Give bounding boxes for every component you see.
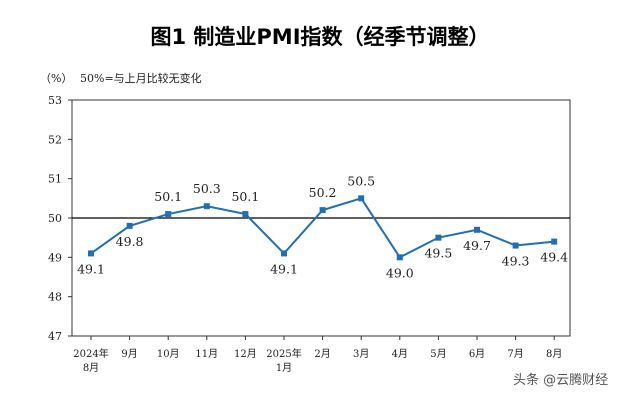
data-point-marker bbox=[88, 250, 94, 257]
x-tick-label: 7月 bbox=[507, 348, 523, 360]
y-tick-label: 48 bbox=[48, 291, 62, 304]
data-point-marker bbox=[203, 203, 210, 210]
data-label: 50.5 bbox=[347, 173, 375, 188]
data-label: 49.1 bbox=[270, 261, 298, 276]
data-label: 49.3 bbox=[502, 254, 530, 269]
y-tick-label: 50 bbox=[48, 212, 62, 225]
data-point-marker bbox=[165, 211, 172, 218]
data-point-marker bbox=[281, 250, 287, 257]
x-tick-label: 11月 bbox=[195, 348, 218, 360]
data-label: 50.1 bbox=[231, 189, 259, 204]
y-tick-label: 47 bbox=[48, 330, 62, 343]
x-tick-label: 8月 bbox=[83, 362, 99, 374]
data-point-marker bbox=[474, 226, 480, 233]
x-tick-label: 2025年 bbox=[266, 347, 301, 360]
data-label: 50.3 bbox=[193, 181, 221, 196]
data-label: 50.2 bbox=[309, 185, 337, 200]
baseline-note: 50%=与上月比较无变化 bbox=[80, 71, 202, 85]
data-label: 49.5 bbox=[424, 246, 452, 261]
data-labels: 49.1 49.8 50.1 50.3 50.1 49.1 50.2 50.5 49.0 49.5… bbox=[77, 173, 568, 280]
x-tick-label: 3月 bbox=[353, 348, 369, 360]
x-tick-label: 10月 bbox=[157, 348, 180, 360]
x-tick-label: 6月 bbox=[469, 348, 485, 360]
data-label: 49.4 bbox=[540, 250, 568, 265]
y-tick-label: 49 bbox=[48, 251, 62, 264]
x-tick-label: 9月 bbox=[121, 348, 137, 360]
data-point-marker bbox=[242, 211, 249, 218]
data-point-marker bbox=[358, 195, 365, 202]
data-point-marker bbox=[435, 234, 442, 241]
x-tick-label: 4月 bbox=[392, 348, 408, 360]
chart-title: 图1 制造业PMI指数（经季节调整） bbox=[150, 25, 489, 49]
y-axis-unit-label: （%） bbox=[40, 72, 72, 85]
watermark: 头条 @云腾财经 bbox=[513, 372, 608, 388]
y-tick-label: 52 bbox=[48, 133, 62, 146]
x-tick-label: 1月 bbox=[276, 362, 292, 374]
y-axis: 47 48 49 50 51 52 53 bbox=[48, 94, 72, 343]
series-markers bbox=[88, 195, 558, 261]
data-label: 50.1 bbox=[154, 189, 182, 204]
data-point-marker bbox=[512, 242, 519, 249]
x-tick-label: 8月 bbox=[546, 348, 562, 360]
data-label: 49.8 bbox=[116, 234, 144, 249]
data-point-marker bbox=[551, 238, 558, 245]
x-tick-label: 2月 bbox=[314, 348, 330, 360]
y-tick-label: 51 bbox=[48, 173, 62, 186]
data-label: 49.1 bbox=[77, 261, 105, 276]
x-axis: 2024年 8月 9月 10月 11月 12月 2025年 1月 2月 3月 4月 5月 6月 7月 8月 bbox=[73, 336, 562, 374]
data-point-marker bbox=[319, 207, 326, 214]
x-tick-label: 12月 bbox=[234, 348, 257, 360]
x-tick-label: 5月 bbox=[430, 348, 446, 360]
x-tick-label: 2024年 bbox=[73, 347, 108, 360]
data-label: 49.0 bbox=[386, 265, 414, 280]
y-tick-label: 53 bbox=[48, 94, 62, 107]
data-point-marker bbox=[126, 222, 133, 229]
data-point-marker bbox=[396, 254, 403, 261]
data-label: 49.7 bbox=[463, 238, 491, 253]
